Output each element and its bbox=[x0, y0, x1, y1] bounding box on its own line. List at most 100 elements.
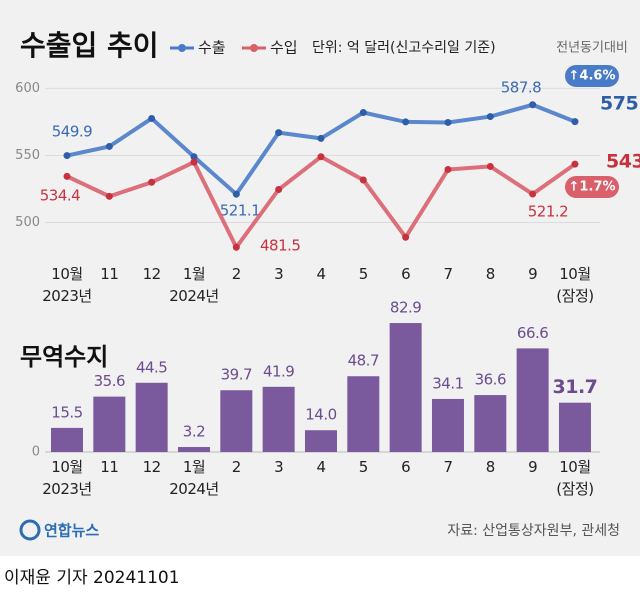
value-label: 39.7 bbox=[221, 366, 252, 384]
value-label: 587.8 bbox=[501, 79, 541, 97]
x-tick-label: 3 bbox=[274, 265, 284, 283]
value-label: 34.1 bbox=[432, 374, 463, 392]
y-tick-label: 600 bbox=[15, 81, 40, 96]
data-point bbox=[444, 118, 452, 126]
data-point bbox=[232, 190, 240, 198]
data-point bbox=[275, 129, 283, 137]
x-tick-label: 11 bbox=[100, 265, 119, 283]
value-label: 82.9 bbox=[390, 299, 421, 317]
value-label: 481.5 bbox=[260, 237, 300, 255]
x-tick-label: 9 bbox=[528, 458, 538, 476]
value-label: 48.7 bbox=[348, 352, 379, 370]
x-tick-label: 2 bbox=[231, 458, 242, 476]
x-tick-label: 11 bbox=[100, 458, 119, 476]
y-tick-label: 550 bbox=[15, 148, 40, 163]
x-tick-label: 6 bbox=[401, 458, 411, 476]
x-tick-label: 1월 2024년 bbox=[169, 458, 219, 498]
data-point bbox=[190, 153, 198, 161]
data-point bbox=[275, 185, 283, 193]
data-point bbox=[571, 160, 579, 168]
x-tick-label: 3 bbox=[274, 458, 284, 476]
byline: 이재윤 기자 20241101 bbox=[4, 568, 180, 588]
y-tick-label: 0 bbox=[32, 445, 40, 460]
data-point bbox=[63, 172, 71, 180]
panel bbox=[0, 0, 640, 556]
data-point bbox=[529, 101, 537, 109]
data-point bbox=[402, 118, 410, 126]
bar bbox=[558, 402, 591, 452]
data-point bbox=[486, 162, 494, 170]
y-tick-label: 500 bbox=[15, 215, 40, 230]
bar bbox=[177, 447, 210, 452]
value-label: 521.2 bbox=[528, 203, 568, 221]
data-point bbox=[317, 134, 325, 142]
data-point bbox=[148, 178, 156, 186]
value-label: 534.4 bbox=[40, 187, 80, 205]
value-label: 31.7 bbox=[553, 376, 598, 398]
legend-marker bbox=[250, 44, 258, 52]
logo-icon bbox=[19, 519, 41, 541]
x-tick-label: 7 bbox=[443, 458, 453, 476]
bar bbox=[304, 430, 337, 452]
x-tick-label: 1월 2024년 bbox=[169, 265, 219, 305]
data-point bbox=[571, 118, 579, 126]
x-tick-label: 6 bbox=[401, 265, 411, 283]
x-tick-label: 7 bbox=[443, 265, 453, 283]
legend-label: 수입 bbox=[270, 39, 298, 57]
data-point bbox=[359, 109, 367, 117]
bar bbox=[220, 390, 253, 452]
x-tick-label: 10월 2023년 bbox=[42, 458, 92, 498]
legend-label: 수출 bbox=[198, 39, 226, 57]
value-label: 41.9 bbox=[263, 362, 294, 380]
x-tick-label: 12 bbox=[142, 265, 162, 283]
bar bbox=[51, 427, 83, 452]
value-label: 35.6 bbox=[94, 372, 125, 390]
data-point bbox=[317, 153, 325, 161]
logo: 연합뉴스 bbox=[44, 522, 99, 540]
yoy-header: 전년동기대비 bbox=[556, 41, 628, 56]
value-label: 575.2 bbox=[600, 93, 640, 115]
data-point bbox=[148, 114, 156, 122]
bar bbox=[93, 396, 126, 452]
data-point bbox=[190, 158, 198, 166]
value-label: 36.6 bbox=[475, 371, 506, 389]
chart-title: 수출입 추이 bbox=[20, 29, 159, 62]
data-point bbox=[63, 152, 71, 160]
bar bbox=[516, 348, 549, 452]
x-tick-label: 8 bbox=[485, 458, 496, 476]
x-tick-label: 5 bbox=[358, 458, 369, 476]
bar bbox=[389, 323, 422, 452]
value-label: 521.1 bbox=[220, 202, 260, 220]
value-label: 44.5 bbox=[136, 358, 167, 376]
x-tick-label: 9 bbox=[528, 265, 538, 283]
unit-note: 단위: 억 달러(신고수리일 기준) bbox=[312, 40, 496, 56]
value-label: 66.6 bbox=[517, 324, 548, 342]
value-label: 3.2 bbox=[183, 423, 205, 441]
source: 자료: 산업통상자원부, 관세청 bbox=[447, 523, 620, 539]
x-tick-label: 4 bbox=[316, 265, 326, 283]
bar bbox=[431, 398, 464, 452]
yoy-label: ↑4.6% bbox=[569, 69, 616, 84]
bar bbox=[262, 386, 295, 452]
data-point bbox=[486, 113, 494, 121]
data-point bbox=[444, 166, 452, 174]
x-tick-label: 5 bbox=[358, 265, 369, 283]
chart-title: 무역수지 bbox=[20, 343, 108, 371]
value-label: 549.9 bbox=[52, 123, 92, 141]
value-label: 15.5 bbox=[51, 403, 82, 421]
x-tick-label: 4 bbox=[316, 458, 326, 476]
bar bbox=[347, 376, 380, 452]
x-tick-label: 8 bbox=[485, 265, 496, 283]
legend-marker bbox=[178, 44, 186, 52]
data-point bbox=[105, 192, 113, 200]
data-point bbox=[359, 176, 367, 184]
yoy-badge bbox=[565, 65, 619, 87]
value-label: 14.0 bbox=[305, 406, 336, 424]
x-tick-label: 10월 (잠정) bbox=[556, 458, 594, 498]
data-point bbox=[105, 142, 113, 150]
data-point bbox=[529, 190, 537, 198]
data-point bbox=[402, 233, 410, 241]
x-tick-label: 10월 (잠정) bbox=[556, 265, 594, 305]
